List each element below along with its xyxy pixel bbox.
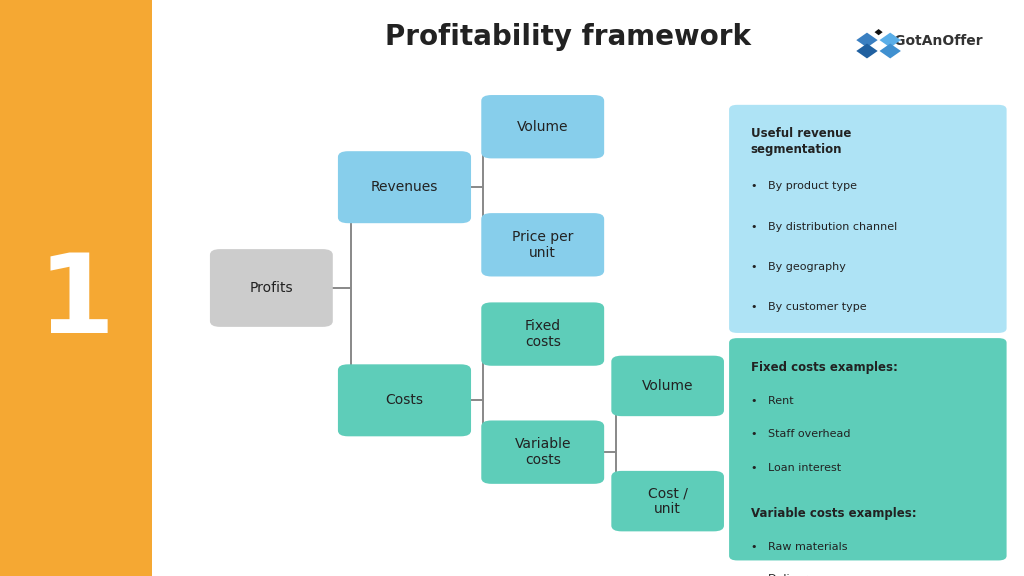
FancyBboxPatch shape — [338, 151, 471, 223]
Text: IGotAnOffer: IGotAnOffer — [890, 35, 983, 48]
Text: Profits: Profits — [250, 281, 293, 295]
FancyBboxPatch shape — [338, 365, 471, 437]
Text: Variable
costs: Variable costs — [514, 437, 571, 467]
FancyBboxPatch shape — [611, 355, 724, 416]
Text: Volume: Volume — [517, 120, 568, 134]
Text: •   By customer type: • By customer type — [751, 302, 866, 312]
FancyBboxPatch shape — [729, 105, 1007, 333]
Polygon shape — [880, 44, 901, 58]
FancyBboxPatch shape — [481, 420, 604, 484]
Text: •   By product type: • By product type — [751, 181, 857, 191]
Text: Profitability framework: Profitability framework — [385, 23, 752, 51]
Text: 1: 1 — [37, 249, 115, 356]
Text: •   Rent: • Rent — [751, 396, 794, 406]
Text: •   Raw materials: • Raw materials — [751, 542, 847, 552]
FancyBboxPatch shape — [481, 302, 604, 366]
Polygon shape — [856, 44, 878, 58]
FancyBboxPatch shape — [611, 471, 724, 531]
Text: Revenues: Revenues — [371, 180, 438, 194]
FancyBboxPatch shape — [481, 95, 604, 158]
Text: •   Staff overhead: • Staff overhead — [751, 429, 850, 439]
Text: •   Loan interest: • Loan interest — [751, 463, 841, 472]
Text: •   Delivery: • Delivery — [751, 574, 814, 576]
Polygon shape — [880, 33, 901, 48]
FancyBboxPatch shape — [729, 338, 1007, 560]
Polygon shape — [874, 29, 883, 35]
Text: Fixed
costs: Fixed costs — [524, 319, 561, 349]
FancyBboxPatch shape — [210, 249, 333, 327]
FancyBboxPatch shape — [0, 0, 152, 576]
Text: Useful revenue
segmentation: Useful revenue segmentation — [751, 127, 851, 156]
Text: Volume: Volume — [642, 379, 693, 393]
Text: Variable costs examples:: Variable costs examples: — [751, 507, 916, 521]
FancyBboxPatch shape — [481, 213, 604, 276]
Text: •   By geography: • By geography — [751, 262, 846, 272]
Text: •   By distribution channel: • By distribution channel — [751, 222, 897, 232]
Text: Price per
unit: Price per unit — [512, 230, 573, 260]
Text: Costs: Costs — [385, 393, 424, 407]
Text: Fixed costs examples:: Fixed costs examples: — [751, 361, 897, 374]
Text: Cost /
unit: Cost / unit — [648, 486, 687, 516]
Polygon shape — [856, 33, 878, 48]
